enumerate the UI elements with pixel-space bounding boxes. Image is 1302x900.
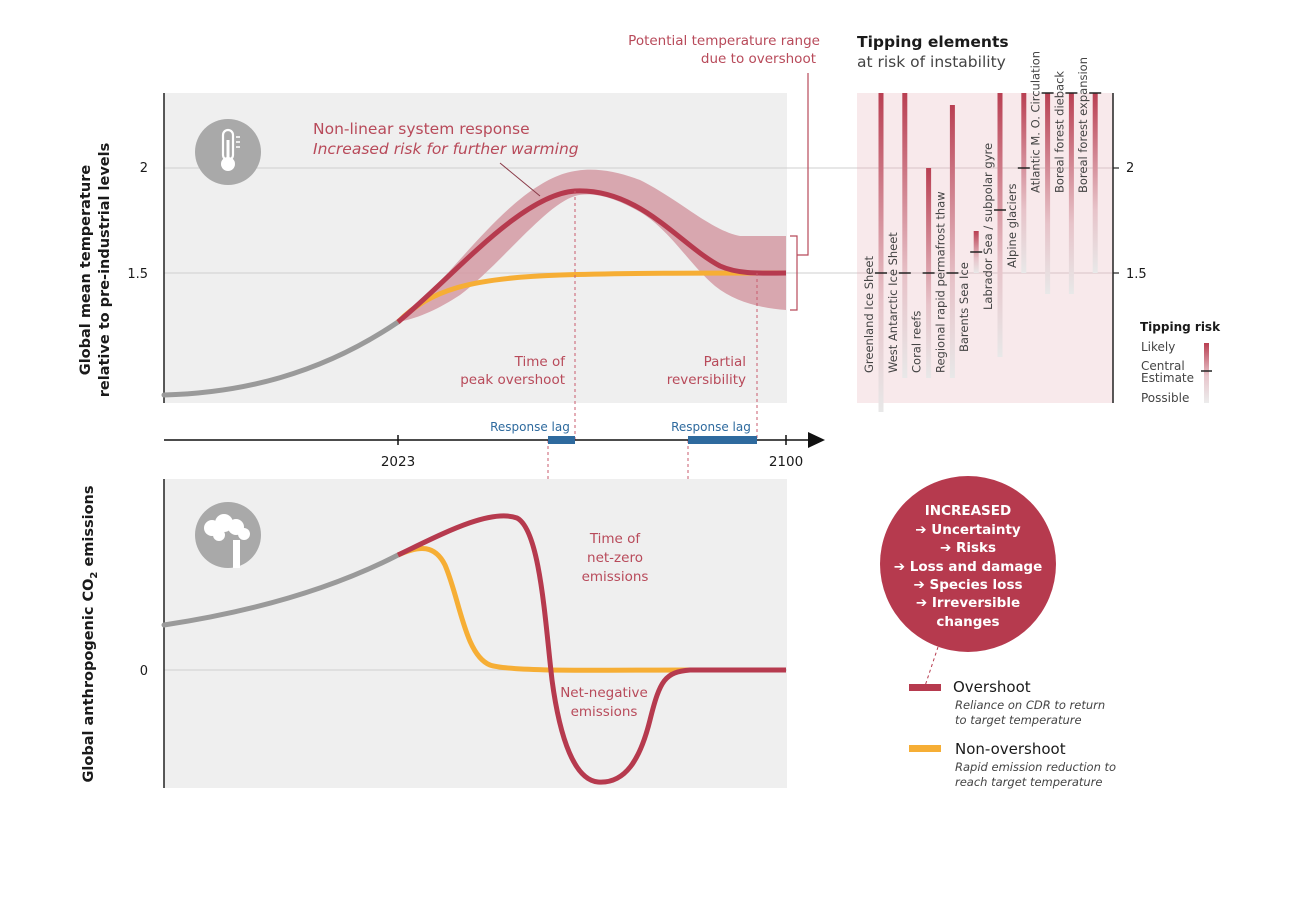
tipping-bar-6 [997, 93, 1003, 357]
risk-circle-title: INCREASED [925, 503, 1011, 519]
temperature-ylabel-line1: Global mean temperature [78, 165, 94, 376]
non-overshoot-legend-swatch [909, 745, 941, 752]
emissions-ylabel-end: emissions [81, 485, 97, 571]
nonlinear-response-label: Non-linear system response [313, 120, 530, 138]
tipping-elements-group: Greenland Ice Sheet West Antarctic Ice Sh… [862, 51, 1102, 412]
tipping-bar-2 [902, 93, 908, 378]
netzero-label-line2: net-zero [587, 550, 643, 566]
tipping-legend-central-line2: Estimate [1141, 371, 1194, 385]
risk-item-uncertainty: ➔ Uncertainty [915, 522, 1021, 538]
overshoot-legend-label: Overshoot [953, 678, 1031, 696]
tipping-risk-legend-title: Tipping risk [1140, 320, 1221, 334]
risk-item-species-loss: ➔ Species loss [913, 577, 1022, 593]
response-lag-bar-1 [548, 436, 575, 444]
overshoot-legend-desc-line2: to target temperature [955, 713, 1082, 727]
tipping-label-2: West Antarctic Ice Sheet [886, 232, 900, 373]
range-bracket [790, 235, 798, 311]
tipping-legend-central-line1: Central [1141, 359, 1185, 373]
tipping-label-7: Alpine glaciers [1005, 184, 1019, 268]
historical-temperature-curve [161, 319, 401, 398]
risk-item-changes: changes [936, 614, 999, 630]
response-lag-label-1: Response lag [490, 420, 570, 434]
nonlinear-leader-line [499, 162, 541, 197]
time-axis-arrow-icon [808, 432, 825, 448]
risk-item-irreversible: ➔ Irreversible [916, 595, 1020, 611]
net-negative-label-line1: Net-negative [560, 685, 648, 701]
emissions-ylabel-subscript: 2 [89, 572, 100, 579]
peak-overshoot-label-line1: Time of [514, 354, 567, 370]
tipping-label-10: Boreal forest expansion [1076, 57, 1090, 193]
increased-risk-circle [880, 476, 1056, 652]
tipping-legend-possible: Possible [1141, 391, 1189, 405]
response-lag-label-2: Response lag [671, 420, 751, 434]
tipping-bar-8 [1045, 93, 1051, 294]
emissions-ylabel-main: Global anthropogenic CO [81, 579, 97, 783]
tipping-legend-likely: Likely [1141, 340, 1175, 354]
peak-overshoot-label-line2: peak overshoot [460, 372, 565, 388]
year-2023-label: 2023 [381, 454, 415, 470]
overshoot-legend-swatch [909, 684, 941, 691]
tipping-bar-4 [949, 105, 955, 378]
tipping-title: Tipping elements [857, 33, 1009, 51]
tipping-ytick-1-5: 1.5 [1126, 267, 1147, 282]
overshoot-emissions-curve [396, 513, 786, 785]
range-leader-line [797, 73, 809, 256]
tipping-label-9: Boreal forest dieback [1052, 71, 1066, 193]
historical-emissions-curve [161, 552, 401, 628]
risk-item-risks: ➔ Risks [940, 540, 996, 556]
non-overshoot-legend-desc-line1: Rapid emission reduction to [955, 760, 1116, 774]
tipping-label-3: Coral reefs [910, 311, 924, 373]
temperature-range-label-line1: Potential temperature range [628, 33, 820, 49]
tipping-label-8: Atlantic M. O. Circulation [1029, 51, 1043, 193]
non-overshoot-legend-label: Non-overshoot [955, 740, 1066, 758]
netzero-label-line1: Time of [589, 531, 642, 547]
netzero-label-line3: emissions [582, 569, 649, 585]
partial-reversibility-label-line2: reversibility [667, 372, 746, 388]
risk-circle-connector [924, 646, 939, 687]
tipping-legend-gradient [1204, 343, 1209, 403]
risk-item-loss-damage: ➔ Loss and damage [894, 559, 1043, 575]
non-overshoot-emissions-curve [396, 545, 786, 673]
emissions-ylabel: Global anthropogenic CO2 emissions [81, 485, 100, 782]
factory-smoke-icon [195, 502, 261, 568]
tipping-bar-10 [1092, 93, 1098, 273]
tipping-label-6: Labrador Sea / subpolar gyre [981, 143, 995, 310]
emissions-panel-background [164, 479, 787, 788]
increased-risk-label: Increased risk for further warming [313, 140, 579, 158]
year-2100-label: 2100 [769, 454, 803, 470]
overshoot-legend-desc-line1: Reliance on CDR to return [955, 698, 1105, 712]
tipping-bar-9 [1068, 93, 1074, 294]
ytick-1-5: 1.5 [127, 267, 148, 282]
ytick-2: 2 [140, 161, 148, 176]
net-negative-label-line2: emissions [571, 704, 638, 720]
tipping-label-4: Regional rapid permafrost thaw [933, 191, 947, 373]
response-lag-bar-2 [688, 436, 757, 444]
tipping-bar-1 [878, 93, 884, 412]
thermometer-icon [195, 119, 261, 185]
tipping-label-1: Greenland Ice Sheet [862, 256, 876, 373]
non-overshoot-temperature-curve [396, 270, 787, 324]
temperature-range-label-line2: due to overshoot [701, 51, 816, 67]
partial-reversibility-label-line1: Partial [704, 354, 746, 370]
tipping-label-5: Barents Sea Ice [957, 262, 971, 352]
tipping-subtitle: at risk of instability [857, 53, 1006, 71]
ytick-0: 0 [140, 664, 148, 679]
temperature-range-band [398, 169, 786, 322]
non-overshoot-legend-desc-line2: reach target temperature [955, 775, 1102, 789]
tipping-bar-7 [1021, 93, 1027, 273]
overshoot-temperature-curve [396, 188, 787, 324]
tipping-ytick-2: 2 [1126, 161, 1134, 176]
temperature-ylabel-line2: relative to pre-industrial levels [97, 143, 113, 397]
